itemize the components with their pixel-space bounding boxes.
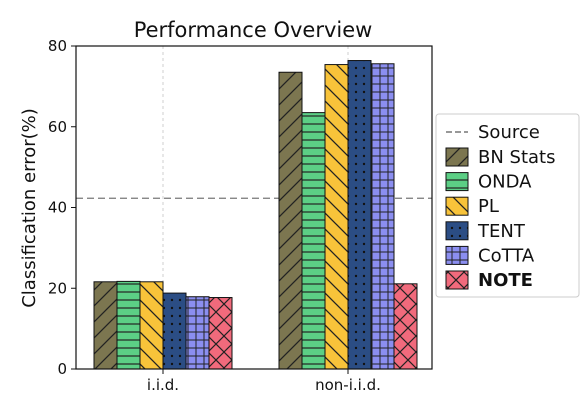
legend-item-source: Source: [446, 122, 540, 143]
bar-onda-0: [116, 280, 141, 370]
y-tick-label-80: 80: [48, 37, 67, 55]
bar-cotta-1: [370, 63, 395, 370]
y-axis-label: Classification error(%): [19, 108, 40, 308]
bar-cotta-0: [185, 296, 210, 370]
legend: Source BN Stats ONDA PL TENT CoTTA NOTE: [435, 113, 580, 298]
legend-item-pl: PL: [445, 196, 499, 217]
legend-label-bn-stats: BN Stats: [478, 147, 555, 168]
bar-onda-1: [301, 112, 326, 370]
legend-item-tent: TENT: [445, 221, 526, 242]
y-tick-label-60: 60: [48, 118, 67, 136]
x-tick-label-1: non-i.i.d.: [315, 376, 381, 394]
legend-item-cotta: CoTTA: [445, 245, 535, 266]
legend-swatch-onda: [445, 172, 469, 192]
legend-swatch-note: [445, 270, 469, 290]
legend-label-tent: TENT: [477, 221, 526, 242]
legend-label-onda: ONDA: [478, 172, 532, 193]
y-tick-label-0: 0: [57, 360, 67, 378]
legend-swatch-bn-stats: [445, 147, 469, 167]
legend-label-cotta: CoTTA: [478, 245, 535, 266]
x-tick-label-0: i.i.d.: [147, 376, 179, 394]
legend-swatch-tent: [445, 221, 469, 241]
bar-pl-0: [139, 281, 164, 370]
bar-note-0: [208, 297, 233, 370]
bar-note-1: [393, 283, 418, 370]
y-axis-ticks: 0 20 40 60 80: [48, 37, 76, 378]
legend-frame: [435, 113, 580, 298]
legend-swatch-pl: [445, 196, 469, 216]
legend-label-source: Source: [478, 122, 540, 143]
chart-title: Performance Overview: [134, 18, 373, 42]
bar-tent-1: [347, 60, 372, 370]
y-tick-label-20: 20: [48, 279, 67, 297]
bar-bn-stats-0: [93, 281, 118, 370]
y-tick-label-40: 40: [48, 199, 67, 217]
bar-pl-1: [324, 64, 349, 370]
legend-label-note: NOTE: [478, 270, 533, 291]
bar-bn-stats-1: [278, 71, 303, 370]
legend-item-onda: ONDA: [445, 172, 532, 193]
bar-tent-0: [162, 292, 187, 370]
bars: [93, 60, 418, 370]
legend-item-bn-stats: BN Stats: [445, 147, 555, 168]
legend-label-pl: PL: [478, 196, 499, 217]
legend-swatch-cotta: [445, 245, 469, 265]
legend-item-note: NOTE: [445, 270, 533, 291]
x-axis-ticks: i.i.d. non-i.i.d.: [147, 369, 381, 394]
